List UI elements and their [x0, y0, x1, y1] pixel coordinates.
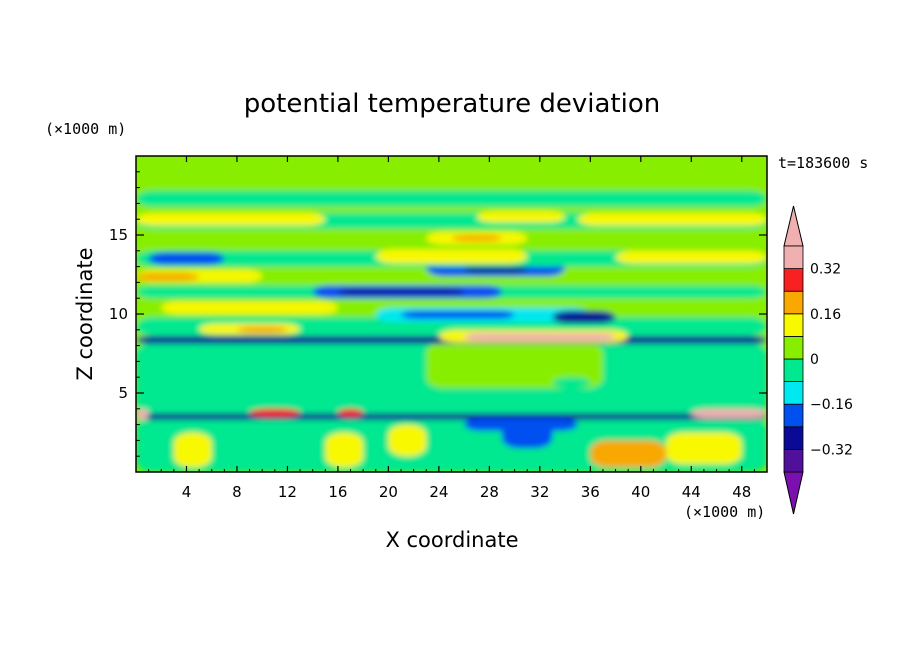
heatmap-region	[236, 326, 288, 333]
colorbar-swatch	[783, 358, 804, 383]
x-tick-label: 40	[631, 483, 650, 501]
heatmap-region	[249, 408, 301, 417]
heatmap-region	[426, 342, 603, 389]
y-tick-label: 15	[109, 226, 128, 244]
colorbar-swatch	[783, 403, 804, 428]
colorbar-swatch	[783, 313, 804, 337]
y-axis-label: Z coordinate	[73, 247, 97, 380]
time-label: t=183600 s	[778, 154, 868, 172]
heatmap-region	[136, 156, 767, 185]
colorbar-tick-label: −0.32	[810, 442, 853, 458]
heatmap-region	[691, 408, 767, 419]
heatmap-region	[476, 211, 566, 223]
heatmap-region	[173, 432, 212, 468]
colorbar-swatch	[783, 290, 804, 315]
y-unit-label: (×1000 m)	[45, 120, 126, 138]
colorbar-swatch	[783, 448, 804, 473]
heatmap-region	[136, 272, 200, 281]
x-tick-label: 44	[682, 483, 701, 501]
x-tick-label: 16	[328, 483, 347, 501]
heatmap-region	[136, 408, 149, 420]
heatmap-region	[136, 269, 767, 286]
colorbar-tick-label: 0.16	[810, 307, 841, 323]
heatmap-region	[615, 250, 767, 264]
x-tick-label: 48	[732, 483, 751, 501]
x-unit-label: (×1000 m)	[684, 503, 765, 521]
heatmap-region	[375, 249, 528, 264]
colorbar-max-arrow	[783, 205, 804, 247]
heatmap-region	[136, 190, 767, 207]
x-tick-label: 24	[429, 483, 448, 501]
x-tick-label: 28	[480, 483, 499, 501]
x-tick-label: 4	[182, 483, 192, 501]
x-axis-label: X coordinate	[385, 528, 518, 552]
x-tick-label: 36	[581, 483, 600, 501]
x-tick-label: 8	[232, 483, 242, 501]
heatmap-region	[666, 432, 742, 465]
heatmap-plot-area	[136, 156, 767, 472]
colorbar-tick-label: 0.32	[810, 262, 841, 278]
heatmap-region	[325, 432, 364, 468]
colorbar: −0.32 −0.16 0 0.16 0.32	[783, 205, 853, 515]
heatmap-region	[577, 212, 767, 226]
colorbar-swatch	[783, 335, 804, 360]
colorbar-swatch	[783, 381, 804, 405]
x-tick-label: 32	[530, 483, 549, 501]
heatmap-region	[136, 212, 326, 226]
heatmap-region	[337, 408, 364, 417]
heatmap-region	[161, 301, 338, 314]
heatmap-region	[464, 265, 528, 273]
colorbar-swatch	[783, 245, 804, 270]
colorbar-tick-label: 0	[810, 352, 819, 368]
heatmap-region	[388, 424, 427, 457]
heatmap-region	[501, 421, 553, 449]
heatmap-region	[136, 413, 767, 420]
heatmap-region	[464, 332, 616, 341]
x-tick-label: 20	[379, 483, 398, 501]
heatmap-region	[590, 440, 667, 468]
heatmap-region	[552, 377, 591, 389]
colorbar-tick-label: −0.16	[810, 397, 853, 413]
chart-title: potential temperature deviation	[244, 89, 660, 119]
y-tick-label: 5	[118, 384, 128, 402]
y-tick-label: 10	[109, 305, 128, 323]
heatmap-region	[451, 235, 502, 242]
heatmap-region	[401, 310, 515, 319]
heatmap-region	[552, 310, 616, 324]
heatmap-region	[337, 288, 465, 296]
colorbar-min-arrow	[783, 471, 804, 515]
colorbar-swatch	[783, 268, 804, 292]
colorbar-swatch	[783, 426, 804, 450]
heatmap-region	[148, 252, 225, 266]
x-tick-label: 12	[278, 483, 297, 501]
